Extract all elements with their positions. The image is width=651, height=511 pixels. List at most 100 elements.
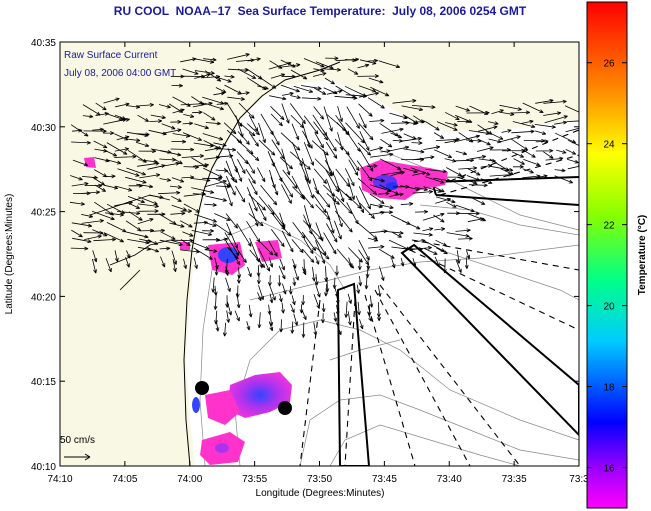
current-vector [303,214,313,235]
y-tick-label: 40:30 [31,123,56,134]
current-vector [149,228,165,233]
current-vector [225,266,229,276]
current-vector [236,292,241,309]
current-vector [334,220,342,240]
current-vector [337,132,344,151]
current-vector [81,214,94,218]
colorbar-tick-label: 16 [603,464,615,475]
colorbar-tick-label: 20 [603,302,615,313]
current-vector [238,102,255,119]
current-vector [245,168,256,185]
current-vector [203,57,217,62]
current-vector [138,209,159,213]
current-vector [323,130,337,152]
current-vector [124,176,147,184]
current-vector [391,258,396,269]
current-vector [312,72,327,77]
current-vector [127,196,145,204]
current-vector [236,223,252,247]
current-vector [500,135,521,143]
current-vector [148,247,160,253]
current-vector [345,193,362,209]
current-vector [456,176,478,185]
current-vector [379,158,402,170]
current-vector [390,171,405,177]
current-vector [522,168,534,174]
current-vector [367,244,385,249]
current-vector [501,129,512,133]
current-vector [282,169,298,189]
current-vector [379,184,400,195]
current-vector [216,237,228,242]
current-vector [204,102,225,111]
current-vector [169,222,185,228]
current-vector [358,113,367,129]
transect-dashed-lines [299,129,579,466]
current-vector [246,149,260,162]
current-vector [191,230,213,236]
current-vector [313,106,325,120]
current-vector [172,259,177,273]
current-vector [369,146,384,152]
current-vector [290,95,301,99]
current-vector [270,113,283,127]
current-vector [411,141,423,145]
current-vector [323,184,336,197]
current-vector [205,195,227,202]
current-vector [422,212,445,221]
current-vector [147,239,159,245]
current-vector [446,201,457,208]
current-vector [314,133,324,149]
current-vector [410,167,431,176]
current-vector [149,119,163,123]
current-vector [336,322,342,336]
current-vector [534,130,547,135]
current-vector [434,256,440,267]
current-vector [337,106,343,123]
current-vector [137,161,160,167]
current-vector [194,73,211,79]
y-tick-label: 40:20 [31,292,56,303]
current-vector [521,119,534,124]
current-vector [213,142,227,147]
current-vector [444,139,458,144]
current-vector [214,213,231,221]
current-vector [413,238,426,243]
current-vector [335,265,339,276]
current-vector [225,277,231,293]
current-vector [359,202,375,219]
current-vector [171,139,187,144]
current-vector [313,68,325,73]
current-vector [191,241,210,250]
current-vector [389,145,410,152]
current-vector [91,210,115,221]
current-vector [223,167,238,183]
current-vector [457,119,470,124]
y-axis-label: Latitude (Degrees:Minutes) [4,194,15,315]
current-vector [554,168,566,173]
current-vector [159,239,183,247]
current-vector [467,217,485,223]
current-vector [237,68,257,79]
current-vector [444,158,457,163]
current-vector [170,147,195,152]
x-tick-label: 73:3 [569,474,589,485]
current-vector [191,178,211,183]
current-vector [158,190,181,195]
current-vector [445,111,460,121]
current-vector [344,301,349,318]
current-vector [357,63,370,69]
current-vector [303,238,314,255]
current-vector [455,259,462,273]
current-vector [368,77,384,84]
current-vector [204,202,217,207]
current-vector [248,131,259,147]
current-vector [357,142,372,156]
current-vector [92,258,97,274]
x-axis-ticks: 74:10 74:05 74:00 73:55 73:50 73:45 73:40 73:35… [47,42,589,485]
current-vector [105,257,112,273]
current-vector [70,175,83,181]
current-vector [194,58,215,64]
current-vector [234,310,240,322]
current-vector [321,303,326,313]
